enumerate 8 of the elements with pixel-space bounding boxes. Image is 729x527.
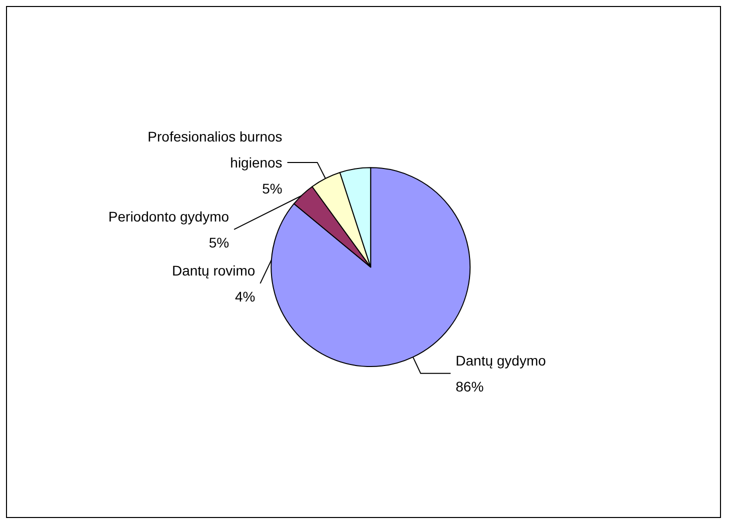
data-label: 86% [456, 378, 484, 394]
data-label: 5% [262, 180, 282, 196]
data-label: 4% [234, 288, 256, 304]
slice-label: Profesionalios burnos higienos [148, 128, 282, 170]
data-label: 5% [208, 234, 230, 250]
slice-label: Dantų gydymo [456, 352, 546, 368]
slice-label: Periodonto gydymo [108, 208, 230, 224]
slice-label: Dantų rovimo [172, 262, 256, 278]
